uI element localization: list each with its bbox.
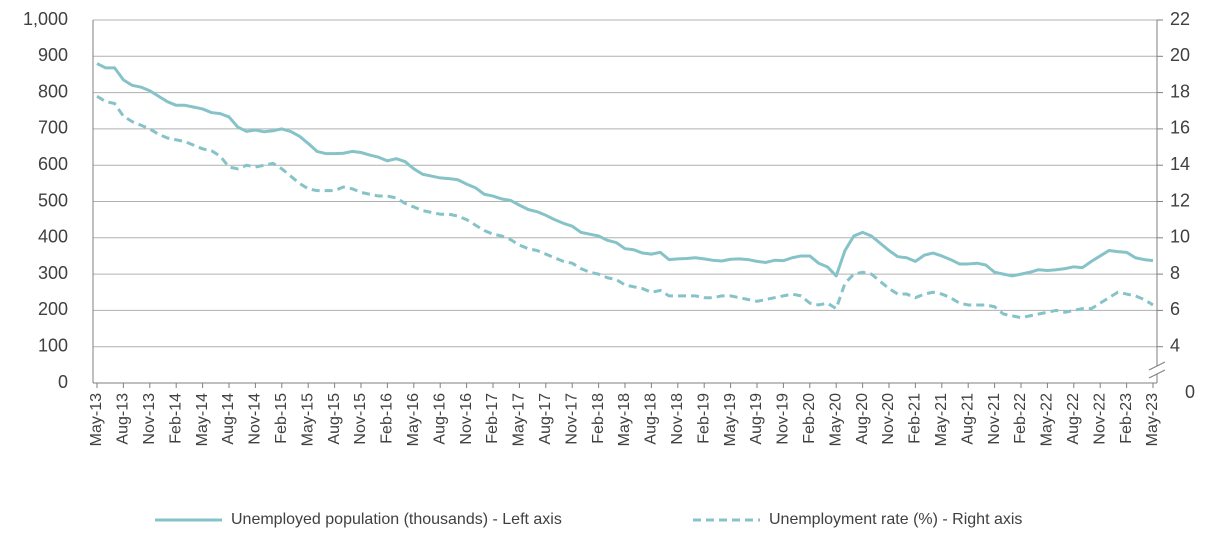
x-tick-label: May-18 xyxy=(616,393,633,446)
x-tick-label: Aug-18 xyxy=(643,393,660,445)
x-tick-label: Feb-14 xyxy=(167,393,184,444)
x-tick-label: Feb-21 xyxy=(907,393,924,444)
data-line xyxy=(96,94,1154,320)
x-tick-label: Aug-21 xyxy=(959,393,976,445)
x-tick-label: Aug-16 xyxy=(431,393,448,445)
y2-tick-label: 14 xyxy=(1170,154,1190,174)
y-tick-label: 600 xyxy=(38,154,68,174)
y-tick-label: 0 xyxy=(58,372,68,392)
x-tick-label: May-17 xyxy=(511,393,528,446)
x-tick-label: Aug-19 xyxy=(748,393,765,445)
axis-break xyxy=(1148,361,1166,371)
x-tick-label: Feb-22 xyxy=(1012,393,1029,444)
y2-tick-label: 20 xyxy=(1170,45,1190,65)
y2-break-label: 0 xyxy=(1185,382,1195,402)
x-tick-label: Feb-16 xyxy=(379,393,396,444)
x-tick-label: Aug-14 xyxy=(220,393,237,445)
x-tick-label: May-21 xyxy=(933,393,950,446)
x-tick-label: Feb-18 xyxy=(590,393,607,444)
x-tick-label: May-20 xyxy=(827,393,844,446)
x-tick-label: Feb-20 xyxy=(801,393,818,444)
y-tick-label: 500 xyxy=(38,190,68,210)
legend-label: Unemployment rate (%) - Right axis xyxy=(769,511,1022,528)
x-tick-label: May-19 xyxy=(722,393,739,446)
y2-tick-label: 22 xyxy=(1170,9,1190,29)
y2-tick-label: 12 xyxy=(1170,190,1190,210)
x-tick-label: Nov-21 xyxy=(986,393,1003,445)
data-line xyxy=(96,62,1154,278)
y2-tick-label: 10 xyxy=(1170,227,1190,247)
y-tick-label: 300 xyxy=(38,263,68,283)
x-tick-label: Nov-15 xyxy=(352,393,369,445)
y-tick-label: 100 xyxy=(38,335,68,355)
x-tick-label: Nov-18 xyxy=(669,393,686,445)
x-tick-label: Feb-19 xyxy=(695,393,712,444)
x-tick-label: Aug-22 xyxy=(1065,393,1082,445)
y-tick-label: 900 xyxy=(38,45,68,65)
x-tick-label: Nov-17 xyxy=(563,393,580,445)
y2-tick-label: 6 xyxy=(1170,299,1180,319)
x-tick-label: Feb-23 xyxy=(1118,393,1135,444)
y2-tick-label: 18 xyxy=(1170,81,1190,101)
x-tick-label: Aug-20 xyxy=(854,393,871,445)
x-tick-label: Nov-13 xyxy=(141,393,158,445)
legend-label: Unemployed population (thousands) - Left… xyxy=(231,511,562,528)
x-tick-label: Aug-17 xyxy=(537,393,554,445)
x-tick-label: Feb-17 xyxy=(484,393,501,444)
y-tick-label: 700 xyxy=(38,118,68,138)
y2-tick-label: 8 xyxy=(1170,263,1180,283)
x-tick-label: May-22 xyxy=(1039,393,1056,446)
x-tick-label: Nov-16 xyxy=(458,393,475,445)
x-tick-label: May-13 xyxy=(88,393,105,446)
y2-tick-label: 16 xyxy=(1170,118,1190,138)
x-tick-label: Aug-15 xyxy=(326,393,343,445)
x-tick-label: Nov-19 xyxy=(775,393,792,445)
y-tick-label: 200 xyxy=(38,299,68,319)
x-tick-label: May-14 xyxy=(194,393,211,446)
x-tick-label: May-23 xyxy=(1144,393,1161,446)
x-tick-label: May-16 xyxy=(405,393,422,446)
axis-break xyxy=(1148,369,1166,379)
x-tick-label: Nov-22 xyxy=(1091,393,1108,445)
y-tick-label: 800 xyxy=(38,81,68,101)
y2-tick-label: 4 xyxy=(1170,335,1180,355)
y-tick-label: 400 xyxy=(38,227,68,247)
x-tick-label: Nov-20 xyxy=(880,393,897,445)
x-tick-label: May-15 xyxy=(299,393,316,446)
x-tick-label: Aug-13 xyxy=(115,393,132,445)
x-tick-label: Nov-14 xyxy=(247,393,264,445)
y-tick-label: 1,000 xyxy=(23,9,68,29)
x-tick-label: Feb-15 xyxy=(273,393,290,444)
